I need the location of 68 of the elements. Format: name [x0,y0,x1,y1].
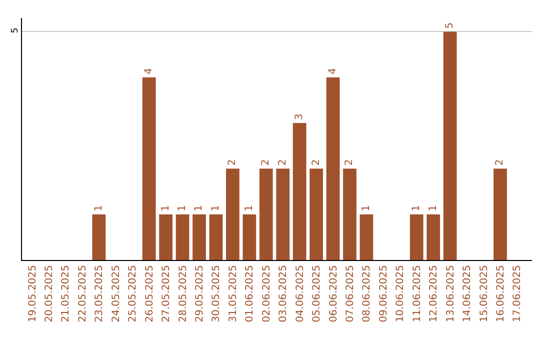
bar [276,168,290,260]
data-label: 2 [277,159,288,166]
x-tick-label: 24.05.2025 [110,265,122,322]
x-tick-label: 29.05.2025 [194,265,206,322]
x-tick-label: 28.05.2025 [178,265,189,322]
x-tick-label: 06.06.2025 [328,265,340,322]
bar [310,168,323,260]
x-tick-label: 08.06.2025 [362,265,373,322]
x-tick-label: 31.05.2025 [228,265,239,322]
x-tick-label: 27.05.2025 [161,265,172,322]
bar [426,214,440,260]
data-label: 1 [210,204,222,212]
x-tick-label: 14.06.2025 [462,265,474,322]
x-tick-label: 05.06.2025 [312,265,323,322]
bar [326,77,340,260]
data-label: 2 [344,159,356,166]
bar [292,123,306,260]
bar [159,214,172,260]
x-tick-label: 13.06.2025 [445,265,456,322]
bar [242,214,256,260]
bar [443,32,457,260]
x-tick-label: 22.05.2025 [77,265,88,322]
data-label: 5 [444,22,456,29]
data-label: 2 [227,159,238,166]
data-label: 1 [177,204,188,212]
data-label: 3 [294,114,306,120]
bar [360,214,374,260]
data-label: 1 [428,204,439,212]
x-tick-label: 10.06.2025 [395,265,406,322]
data-label: 2 [310,159,322,166]
x-tick-label: 09.06.2025 [378,265,390,322]
x-tick-label: 02.06.2025 [261,265,272,322]
bar [192,214,206,260]
x-tick-label: 07.06.2025 [344,265,356,322]
x-tick-label: 25.05.2025 [128,265,139,322]
bar [209,214,223,260]
data-label: 1 [244,204,255,212]
data-label: 1 [411,204,422,212]
x-tick-label: 17.06.2025 [512,265,524,322]
bar [410,214,424,260]
x-tick-label: 20.05.2025 [44,265,55,322]
x-tick-label: 12.06.2025 [428,265,440,322]
data-label: 4 [144,68,155,74]
x-tick-label: 19.05.2025 [27,265,38,322]
x-tick-label: 11.06.2025 [412,265,423,322]
x-tick-label: 30.05.2025 [211,265,222,322]
x-tick-label: 03.06.2025 [278,265,290,322]
x-tick-label: 26.05.2025 [144,265,156,322]
bar [494,168,507,260]
bar [92,214,106,260]
x-tick-label: 15.06.2025 [478,265,490,322]
data-label: 2 [494,159,506,166]
x-tick-label: 16.06.2025 [495,265,506,322]
bar [259,168,273,260]
data-label: 2 [260,159,272,166]
data-label: 1 [93,204,104,212]
bar [142,77,156,260]
data-label: 4 [328,68,339,74]
bar [343,168,356,260]
x-tick-label: 23.05.2025 [94,265,106,322]
x-tick-label: 01.06.2025 [244,265,256,322]
bar [226,168,240,260]
x-tick-label: 04.06.2025 [294,265,306,322]
data-label: 1 [360,204,372,212]
bar [176,214,190,260]
data-label: 1 [194,204,205,212]
data-label: 1 [160,204,172,212]
x-tick-label: 21.05.2025 [60,265,72,322]
